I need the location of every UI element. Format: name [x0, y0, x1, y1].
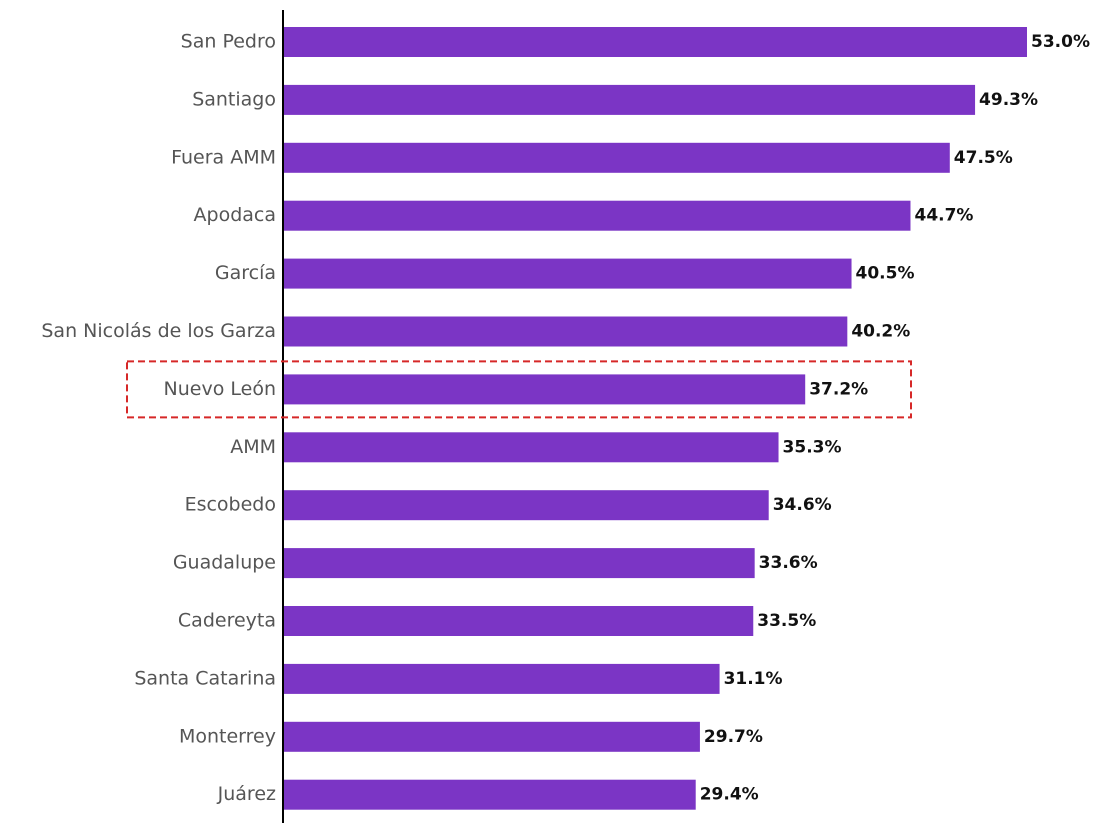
bar — [283, 606, 754, 636]
bar — [283, 779, 696, 810]
bar — [283, 548, 755, 579]
value-label: 33.6% — [759, 553, 818, 573]
bar — [283, 27, 1027, 57]
category-label: Santiago — [192, 88, 276, 110]
bar — [283, 374, 806, 405]
category-label: Apodaca — [194, 204, 276, 226]
category-label: Santa Catarina — [134, 667, 276, 689]
bar — [283, 200, 911, 231]
bar — [283, 432, 779, 463]
category-label: Fuera AMM — [171, 146, 276, 168]
value-label: 34.6% — [773, 495, 832, 515]
category-label: San Nicolás de los Garza — [41, 320, 276, 342]
category-label: Juárez — [217, 783, 276, 805]
value-label: 49.3% — [979, 90, 1038, 110]
category-label: Guadalupe — [173, 552, 276, 574]
category-label: Nuevo León — [164, 378, 276, 400]
value-label: 29.7% — [704, 727, 763, 747]
highlight-box — [126, 360, 912, 419]
value-label: 47.5% — [954, 148, 1013, 168]
bar — [283, 258, 852, 289]
category-label: Cadereyta — [178, 610, 276, 632]
value-label: 53.0% — [1031, 32, 1090, 52]
category-label: García — [215, 262, 276, 284]
value-label: 31.1% — [724, 669, 783, 689]
category-label: Escobedo — [185, 494, 276, 516]
bar — [283, 490, 769, 521]
category-label: AMM — [230, 436, 276, 458]
bar — [283, 663, 720, 694]
category-label: Monterrey — [179, 725, 276, 747]
value-label: 40.2% — [851, 322, 910, 342]
value-label: 40.5% — [856, 264, 915, 284]
value-label: 33.5% — [757, 611, 816, 631]
value-label: 44.7% — [914, 206, 973, 226]
value-label: 35.3% — [783, 437, 842, 457]
bar — [283, 721, 700, 752]
bar — [283, 316, 848, 347]
value-label: 29.4% — [700, 785, 759, 805]
category-label: San Pedro — [181, 31, 276, 53]
bar — [283, 142, 950, 173]
bar — [283, 84, 976, 115]
value-label: 37.2% — [809, 379, 868, 399]
